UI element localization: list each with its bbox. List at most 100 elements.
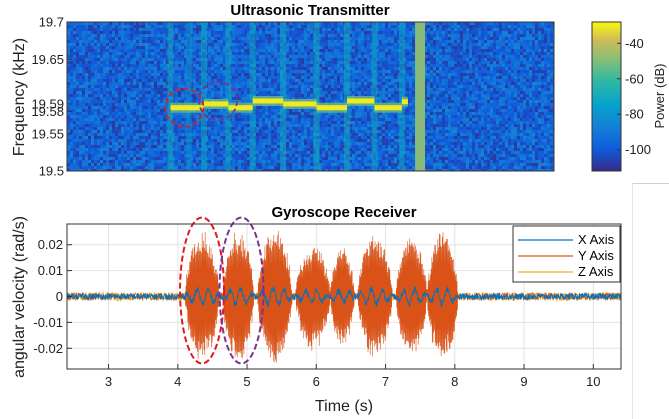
spectrogram-cell (223, 79, 226, 82)
spectrogram-cell (154, 148, 157, 151)
spectrogram-cell (139, 154, 142, 157)
spectrogram-cell (304, 160, 307, 163)
spectrogram-cell (352, 73, 355, 76)
spectrogram-cell (97, 55, 100, 58)
spectrogram-cell (337, 82, 340, 85)
spectrogram-cell (274, 58, 277, 61)
spectrogram-cell (286, 169, 289, 171)
spectrogram-cell (241, 37, 244, 40)
spectrogram-cell (265, 115, 268, 118)
spectrogram-cell (76, 106, 79, 109)
spectrogram-cell (232, 142, 235, 145)
spectrogram-cell (106, 136, 109, 139)
spectrogram-cell (178, 76, 181, 79)
spectrogram-cell (361, 58, 364, 61)
spectrogram-cell (154, 82, 157, 85)
spectrogram-cell (247, 40, 250, 43)
spectrogram-cell (349, 142, 352, 145)
spectrogram-cell (76, 166, 79, 169)
spectrogram-cell (247, 157, 250, 160)
spectrogram-cell (295, 82, 298, 85)
spectrogram-cell (118, 127, 121, 130)
spectrogram-cell (271, 37, 274, 40)
spectrogram-cell (238, 94, 241, 97)
spectrogram-cell (349, 88, 352, 91)
spectrogram-cell (151, 22, 154, 25)
spectrogram-cell (235, 61, 238, 64)
spectrogram-cell (94, 121, 97, 124)
spectrogram-cell (217, 133, 220, 136)
spectrogram-cell (361, 70, 364, 73)
spectrogram-cell (319, 58, 322, 61)
spectrogram-cell (91, 88, 94, 91)
spectrogram-cell (334, 49, 337, 52)
spectrogram-cell (325, 154, 328, 157)
spectrogram-cell (223, 145, 226, 148)
spectrogram-cell (274, 34, 277, 37)
spectrogram-cell (97, 28, 100, 31)
spectrogram-cell (145, 31, 148, 34)
spectrogram-cell (142, 163, 145, 166)
spectrogram-cell (103, 154, 106, 157)
spectrogram-cell (268, 88, 271, 91)
spectrogram-cell (82, 124, 85, 127)
spectrogram-cell (88, 73, 91, 76)
spectrogram-cell (238, 157, 241, 160)
spectrogram-cell (241, 25, 244, 28)
spectrogram-cell (91, 52, 94, 55)
spectrogram-cell (136, 49, 139, 52)
spectrogram-cell (277, 79, 280, 82)
spectrogram-cell (196, 97, 199, 100)
spectrogram-cell (322, 133, 325, 136)
spectrogram-cell (133, 136, 136, 139)
spectrogram-cell (82, 157, 85, 160)
spectrogram-cell (262, 64, 265, 67)
spectrogram-cell (184, 76, 187, 79)
spectrogram-cell (361, 142, 364, 145)
spectrogram-cell (175, 58, 178, 61)
spectrogram-cell (286, 166, 289, 169)
spectrogram-cell (124, 133, 127, 136)
spectrogram-cell (163, 55, 166, 58)
spectrogram-cell (100, 133, 103, 136)
spectrogram-cell (175, 31, 178, 34)
spectrogram-cell (232, 40, 235, 43)
spectrogram-cell (286, 130, 289, 133)
spectrogram-cell (304, 22, 307, 25)
spectrogram-cell (256, 118, 259, 121)
spectrogram-cell (136, 121, 139, 124)
spectrogram-cell (292, 34, 295, 37)
spectrogram-cell (256, 130, 259, 133)
spectrogram-cell (232, 67, 235, 70)
spectrogram-cell (124, 151, 127, 154)
spectrogram-cell (334, 37, 337, 40)
spectrogram-cell (328, 34, 331, 37)
spectrogram-cell (349, 157, 352, 160)
spectrogram-cell (127, 154, 130, 157)
spectrogram-cell (160, 124, 163, 127)
spectrogram-cell (259, 52, 262, 55)
spectrogram-cell (292, 79, 295, 82)
spectrogram-cell (334, 139, 337, 142)
spectrogram-cell (118, 133, 121, 136)
spectrogram-cell (112, 139, 115, 142)
spectrogram-cell (172, 100, 175, 103)
spectrogram-cell (79, 22, 82, 25)
spectrogram-cell (115, 73, 118, 76)
spectrogram-cell (328, 31, 331, 34)
spectrogram-cell (262, 43, 265, 46)
spectrogram-cell (160, 154, 163, 157)
spectrogram-cell (145, 118, 148, 121)
spectrogram-cell (289, 118, 292, 121)
spectrogram-cell (349, 28, 352, 31)
spectrogram-cell (160, 130, 163, 133)
spectrogram-cell (124, 25, 127, 28)
spectrogram-cell (136, 85, 139, 88)
spectrogram-cell (331, 85, 334, 88)
spectrogram-cell (325, 151, 328, 154)
spectrogram-cell (94, 22, 97, 25)
spectrogram-cell (256, 37, 259, 40)
spectrogram-cell (289, 151, 292, 154)
spectrogram-cell (208, 79, 211, 82)
spectrogram-cell (106, 160, 109, 163)
